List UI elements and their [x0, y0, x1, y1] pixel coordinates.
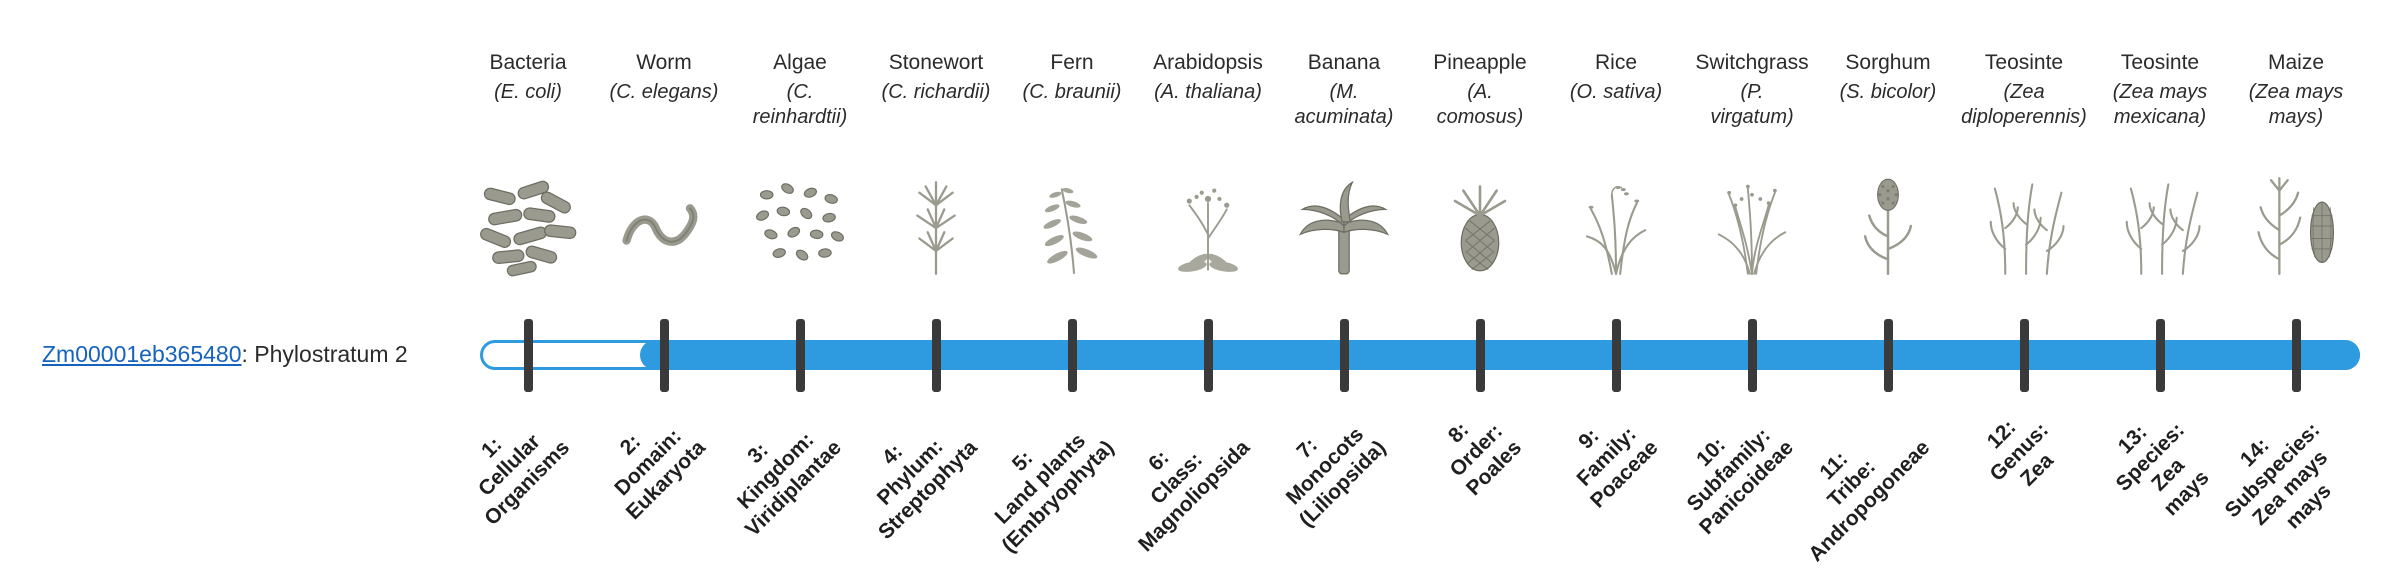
taxon-column: Arabidopsis (A. thaliana) [1140, 50, 1276, 282]
phylostratum-tick [1884, 319, 1893, 392]
algae-icon [732, 132, 868, 282]
taxon-column: Maize (Zea mays mays) [2228, 50, 2364, 282]
phylostratum-tick [2292, 319, 2301, 392]
pineapple-icon [1412, 132, 1548, 282]
taxon-common-name: Algae [773, 51, 827, 74]
phylostratum-tick [1068, 319, 1077, 392]
fern-icon [1004, 132, 1140, 282]
taxon-common-name: Teosinte [2120, 51, 2200, 74]
taxon-scientific-name: (A. thaliana) [1154, 81, 1262, 103]
gene-id-link[interactable]: Zm00001eb365480 [42, 341, 242, 367]
stratum-label: 12: Genus: Zea [1982, 415, 2058, 491]
taxon-scientific-name: (C. reinhardtii) [752, 81, 848, 128]
taxon-scientific-name: (Zea mays mexicana) [2112, 81, 2208, 128]
phylostratum-tick [1204, 319, 1213, 392]
phylostratum-tick [1476, 319, 1485, 392]
taxon-column: Fern (C. braunii) [1004, 50, 1140, 282]
taxon-scientific-name: (C. elegans) [609, 81, 719, 103]
taxon-common-name: Switchgrass [1695, 51, 1809, 74]
stratum-label: 14: Subspecies: Zea mays mays [2221, 418, 2336, 534]
phylostratum-tick [932, 319, 941, 392]
taxon-column: Worm (C. elegans) [596, 50, 732, 282]
phylostratum-tick [1340, 319, 1349, 392]
taxon-common-name: Worm [636, 51, 692, 74]
gene-label: Zm00001eb365480: Phylostratum 2 [42, 341, 408, 368]
taxon-column: Bacteria (E. coli) [460, 50, 596, 282]
phylostratum-tick [2020, 319, 2029, 392]
taxon-common-name: Sorghum [1845, 51, 1931, 74]
taxon-column: Switchgrass (P. virgatum) [1684, 50, 1820, 282]
teosinte-icon [1956, 132, 2092, 282]
taxon-scientific-name: (P. virgatum) [1710, 81, 1794, 128]
gene-phylostratum-text: : Phylostratum 2 [241, 341, 408, 367]
stratum-label: 2: Domain: Eukaryota [610, 424, 711, 525]
rice-icon [1548, 132, 1684, 282]
phylostratum-tick [524, 319, 533, 392]
taxon-common-name: Rice [1594, 51, 1637, 74]
phylostratum-tick [1612, 319, 1621, 392]
bacteria-icon [460, 132, 596, 282]
switchgrass-icon [1684, 132, 1820, 282]
stratum-label: 4: Phylum: Streptophyta [873, 435, 983, 545]
banana-icon [1276, 132, 1412, 282]
taxon-common-name: Stonewort [888, 51, 984, 74]
phylostratum-tick [2156, 319, 2165, 392]
taxon-scientific-name: (Zea mays mays) [2248, 81, 2344, 128]
taxon-common-name: Maize [2267, 51, 2325, 74]
taxon-scientific-name: (C. richardii) [881, 81, 991, 103]
taxon-scientific-name: (S. bicolor) [1839, 81, 1937, 103]
taxon-common-name: Arabidopsis [1153, 51, 1263, 74]
stratum-label: 7: Monocots (Liliopsida) [1281, 423, 1391, 532]
maize-icon [2228, 132, 2364, 282]
taxon-column: Teosinte (Zea mays mexicana) [2092, 50, 2228, 282]
stratum-label: 1: Cellular Organisms [474, 430, 575, 531]
stratum-label: 13: Species: Zea mays [2111, 418, 2213, 520]
phylostratum-tick [660, 319, 669, 392]
taxon-scientific-name: (O. sativa) [1569, 81, 1663, 103]
stratum-label: 5: Land plants (Embryophyta) [990, 429, 1119, 558]
phylostrata-bar-fill [640, 340, 2360, 370]
phylostratum-tick [796, 319, 805, 392]
taxon-column: Teosinte (Zea diploperennis) [1956, 50, 2092, 282]
taxon-column: Sorghum (S. bicolor) [1820, 50, 1956, 282]
sorghum-icon [1820, 132, 1956, 282]
taxon-scientific-name: (Zea diploperennis) [1961, 81, 2087, 128]
teosinte-icon [2092, 132, 2228, 282]
taxon-column: Pineapple (A. comosus) [1412, 50, 1548, 282]
taxon-common-name: Pineapple [1433, 51, 1527, 74]
taxon-scientific-name: (C. braunii) [1022, 81, 1122, 103]
taxon-scientific-name: (A. comosus) [1436, 81, 1524, 128]
arabidopsis-icon [1140, 132, 1276, 282]
taxon-column: Banana (M. acuminata) [1276, 50, 1412, 282]
stratum-label: 9: Family: Poaceae [1572, 422, 1663, 513]
taxon-common-name: Fern [1050, 51, 1094, 74]
stratum-label: 3: Kingdom: Viridiplantae [733, 428, 847, 542]
taxon-column: Stonewort (C. richardii) [868, 50, 1004, 282]
stratum-label: 8: Order: Poales [1444, 418, 1527, 501]
taxon-scientific-name: (M. acuminata) [1294, 81, 1394, 128]
taxon-column: Algae (C. reinhardtii) [732, 50, 868, 282]
stratum-label: 6: Class: Magnoliopsida [1134, 436, 1255, 557]
taxon-scientific-name: (E. coli) [494, 81, 562, 103]
taxon-column: Rice (O. sativa) [1548, 50, 1684, 282]
phylostratum-tick [1748, 319, 1757, 392]
taxon-common-name: Teosinte [1984, 51, 2064, 74]
taxon-common-name: Bacteria [489, 51, 567, 74]
worm-icon [596, 132, 732, 282]
stratum-label: 11: Tribe: Andropogoneae [1804, 436, 1935, 567]
taxon-common-name: Banana [1307, 51, 1381, 74]
stonewort-icon [868, 132, 1004, 282]
